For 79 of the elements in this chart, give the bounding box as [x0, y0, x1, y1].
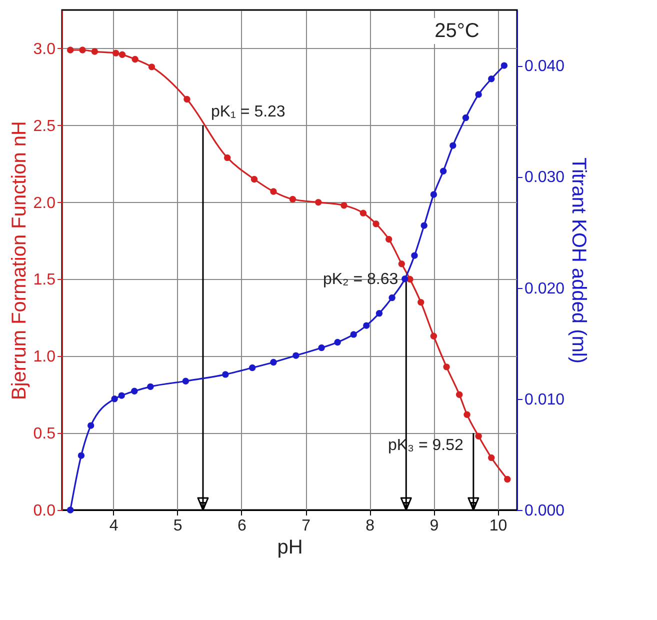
point	[443, 364, 450, 370]
point	[87, 422, 94, 429]
point	[224, 154, 231, 162]
y2-tick-label: 0.000	[524, 502, 565, 520]
point	[292, 352, 300, 359]
point	[184, 96, 190, 103]
point	[270, 358, 277, 366]
x-tick-label: 6	[237, 518, 246, 534]
point	[418, 298, 424, 306]
point	[464, 411, 470, 418]
y-tick-label: 0.0	[33, 502, 56, 520]
x-tick-label: 10	[489, 518, 508, 534]
point	[440, 168, 447, 174]
point	[314, 198, 322, 206]
point	[182, 378, 190, 384]
y2-tick-label: 0.030	[524, 169, 565, 186]
point	[334, 338, 341, 346]
x-tick-label: 9	[430, 518, 439, 534]
point	[132, 56, 138, 63]
y-tick-label: 1.5	[33, 272, 56, 289]
y2-tick-label: 0.040	[524, 58, 565, 76]
point	[248, 364, 256, 372]
point	[488, 454, 495, 462]
y-tick-label: 2.5	[33, 118, 56, 135]
point	[388, 294, 396, 302]
point	[372, 220, 380, 228]
x-tick-label: 7	[302, 518, 311, 534]
point	[450, 142, 456, 149]
point	[270, 188, 277, 195]
point	[500, 62, 508, 69]
point	[430, 191, 438, 198]
y-axis-title: Bjerrum Formation Function nH	[8, 121, 30, 400]
y-tick-label: 1.0	[33, 348, 56, 366]
point	[430, 332, 438, 340]
y2-tick-label: 0.010	[524, 391, 565, 408]
y-tick-label: 0.5	[33, 426, 56, 443]
x-axis-title: pH	[277, 536, 303, 558]
point	[340, 202, 348, 209]
point	[111, 396, 118, 402]
point	[79, 46, 86, 54]
y-tick-label: 3.0	[33, 40, 56, 58]
point	[91, 48, 98, 55]
y-tick-label: 2.0	[33, 194, 56, 212]
point	[398, 260, 405, 268]
point	[250, 176, 258, 183]
point	[462, 114, 470, 122]
point	[118, 392, 125, 399]
y2-tick-label: 0.020	[524, 280, 565, 298]
point	[402, 276, 408, 282]
annotation: pK₂ = 8.63	[322, 271, 398, 288]
point	[360, 210, 367, 216]
x-tick-label: 4	[109, 518, 118, 534]
point	[66, 46, 74, 54]
point	[350, 331, 357, 338]
annotation: pK₁ = 5.23	[210, 103, 286, 120]
annotation: 25°C	[434, 20, 480, 42]
point	[78, 452, 85, 459]
point	[411, 252, 418, 259]
point	[363, 322, 370, 329]
point	[112, 50, 120, 56]
point	[289, 196, 296, 203]
point	[376, 310, 383, 317]
x-tick-label: 5	[173, 518, 182, 534]
point	[475, 91, 482, 98]
y2-axis-title: Titrant KOH added (ml)	[568, 158, 590, 364]
point	[488, 76, 495, 82]
point	[420, 222, 428, 229]
point	[66, 506, 74, 514]
point	[318, 344, 325, 352]
point	[504, 476, 511, 483]
point	[456, 391, 463, 398]
point	[385, 236, 392, 243]
x-tick-label: 8	[366, 518, 375, 534]
point	[118, 51, 126, 58]
point	[147, 383, 154, 390]
point	[131, 388, 138, 394]
point	[148, 64, 156, 70]
point	[475, 432, 482, 440]
point	[222, 371, 229, 378]
